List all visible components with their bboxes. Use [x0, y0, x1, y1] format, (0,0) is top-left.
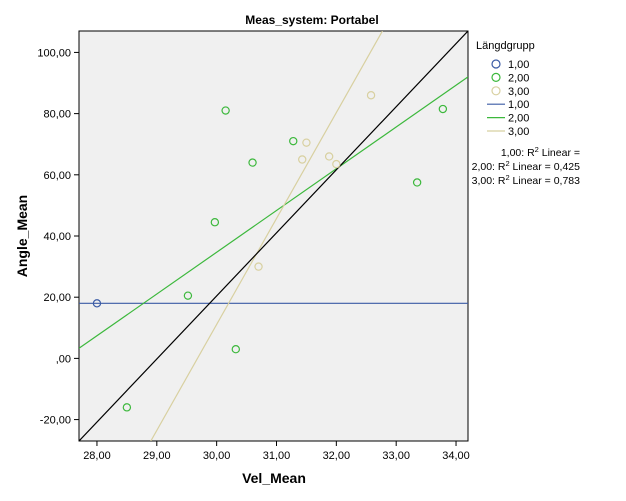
x-tick-label: 28,00: [83, 450, 111, 462]
r2-annotation-1: 1,00: R2 Linear =: [501, 145, 580, 159]
legend-marker-2: [491, 72, 501, 83]
x-tick-label: 30,00: [203, 450, 231, 462]
data-point-series-2-2: [183, 291, 193, 300]
fit-line-3: [150, 31, 383, 441]
data-point-series-3-4: [324, 152, 334, 161]
r2-annotations: 1,00: R2 Linear =2,00: R2 Linear = 0,425…: [472, 145, 581, 187]
data-point-series-2-6: [248, 158, 257, 167]
x-tick-label: 32,00: [323, 450, 351, 462]
y-axis-title: Angle_Mean: [14, 195, 30, 277]
data-point-series-2-1: [122, 403, 132, 412]
data-point-series-3-6: [366, 91, 376, 100]
legend-label-3: 3,00: [508, 86, 529, 98]
data-points: [92, 91, 448, 412]
legend-label-6: 3,00: [508, 126, 529, 138]
legend-title: Längdgrupp: [476, 40, 535, 52]
x-tick-label: 29,00: [143, 450, 171, 462]
r2-suffix: Linear = 0,783: [510, 175, 581, 187]
data-point-series-2-9: [438, 104, 448, 114]
y-tick-label: 60,00: [43, 170, 71, 182]
fit-lines: [79, 31, 468, 441]
y-tick-label: ,00: [56, 353, 71, 365]
data-point-series-1-1: [92, 299, 102, 308]
r2-prefix: 2,00: R: [472, 161, 506, 173]
x-tick-label: 33,00: [382, 450, 410, 462]
r2-prefix: 3,00: R: [472, 175, 506, 187]
x-axis: 28,00 29,00 30,00 31,00 32,00 33,00 34,00: [83, 441, 470, 462]
x-tick-label: 31,00: [263, 450, 291, 462]
data-point-series-3-1: [254, 262, 263, 271]
chart-title: Meas_system: Portabel: [245, 13, 378, 27]
data-point-series-3-3: [302, 138, 311, 147]
y-axis: -20,00 ,00 20,00 40,00 60,00 80,00 100,00: [37, 47, 79, 427]
legend-label-5: 2,00: [508, 113, 529, 125]
legend-marker-1: [491, 59, 501, 69]
y-tick-label: 40,00: [43, 231, 71, 243]
data-point-series-3-2: [298, 155, 307, 164]
y-tick-label: 100,00: [37, 47, 71, 59]
r2-annotation-3: 3,00: R2 Linear = 0,783: [472, 173, 581, 187]
data-point-series-3-5: [332, 159, 341, 169]
r2-suffix: Linear =: [539, 147, 580, 159]
data-point-series-2-5: [231, 345, 240, 354]
x-axis-title: Vel_Mean: [242, 470, 306, 486]
y-tick-label: -20,00: [40, 415, 71, 427]
r2-superscript: 2: [535, 145, 539, 154]
legend-label-1: 1,00: [508, 59, 529, 71]
legend-label-4: 1,00: [508, 99, 529, 111]
legend: Längdgrupp 1,002,003,001,002,003,00: [476, 40, 535, 138]
y-tick-label: 20,00: [43, 292, 71, 304]
legend-label-2: 2,00: [508, 72, 529, 84]
y-tick-label: 80,00: [43, 109, 71, 121]
legend-marker-3: [491, 86, 501, 96]
data-point-series-2-8: [412, 178, 422, 187]
r2-annotation-2: 2,00: R2 Linear = 0,425: [472, 159, 581, 173]
data-point-series-2-4: [221, 106, 230, 115]
reference-line: [79, 31, 468, 441]
data-point-series-2-7: [289, 136, 298, 146]
x-tick-label: 34,00: [442, 450, 470, 462]
r2-prefix: 1,00: R: [501, 147, 535, 159]
fit-line-2: [79, 76, 468, 349]
r2-superscript: 2: [505, 173, 509, 182]
r2-suffix: Linear = 0,425: [510, 161, 581, 173]
r2-superscript: 2: [505, 159, 509, 168]
data-point-series-2-3: [210, 218, 220, 227]
